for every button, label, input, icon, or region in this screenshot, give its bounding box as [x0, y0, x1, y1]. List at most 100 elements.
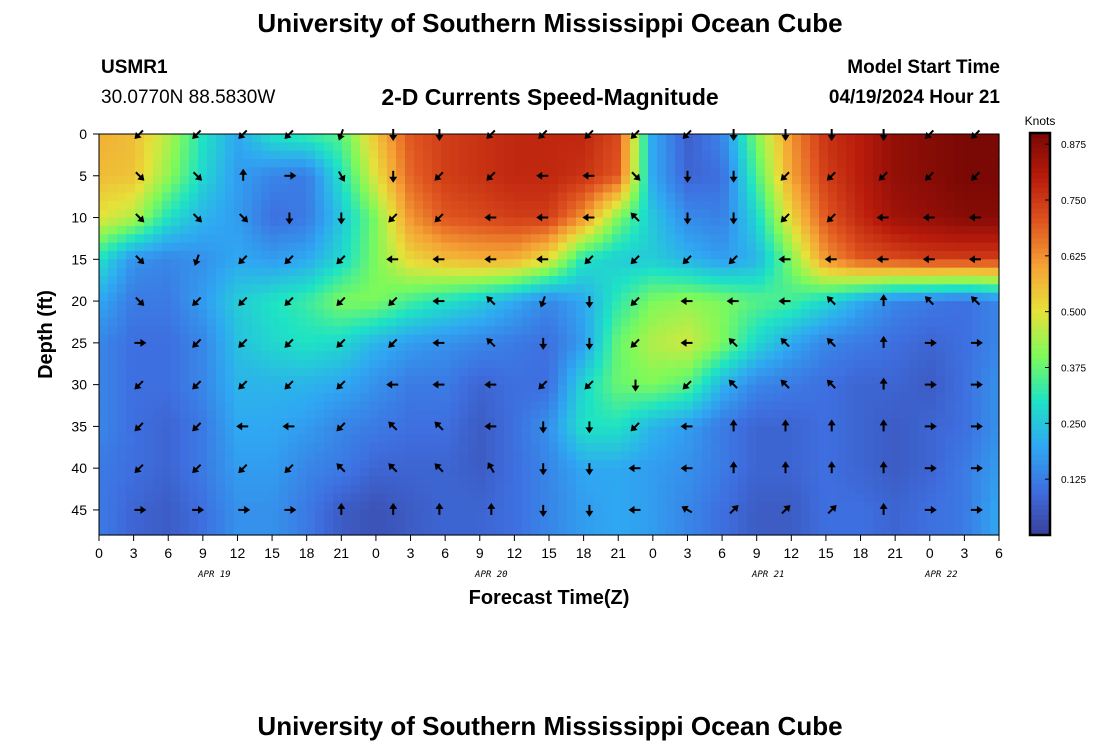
heatmap-cell	[171, 376, 181, 386]
heatmap-cell	[495, 509, 505, 519]
heatmap-cell	[171, 484, 181, 494]
heatmap-cell	[378, 209, 388, 219]
heatmap-cell	[396, 134, 406, 143]
heatmap-cell	[306, 451, 316, 461]
heatmap-cell	[216, 384, 226, 394]
heatmap-cell	[270, 284, 280, 294]
heatmap-cell	[567, 468, 577, 478]
heatmap-cell	[720, 209, 730, 219]
heatmap-cell	[288, 468, 298, 478]
heatmap-cell	[522, 234, 532, 244]
heatmap-cell	[99, 200, 109, 210]
heatmap-cell	[351, 443, 361, 453]
heatmap-cell	[936, 150, 946, 160]
heatmap-cell	[603, 409, 613, 419]
heatmap-cell	[639, 301, 649, 311]
heatmap-cell	[432, 426, 442, 436]
heatmap-cell	[459, 459, 469, 469]
heatmap-cell	[756, 342, 766, 352]
heatmap-cell	[261, 476, 271, 486]
heatmap-cell	[396, 225, 406, 235]
heatmap-cell	[423, 309, 433, 319]
heatmap-cell	[396, 476, 406, 486]
heatmap-cell	[963, 192, 973, 202]
heatmap-cell	[117, 334, 127, 344]
heatmap-cell	[288, 209, 298, 219]
heatmap-cell	[891, 334, 901, 344]
heatmap-cell	[567, 392, 577, 402]
heatmap-cell	[450, 150, 460, 160]
heatmap-cell	[612, 409, 622, 419]
heatmap-cell	[837, 409, 847, 419]
heatmap-cell	[702, 384, 712, 394]
heatmap-cell	[261, 292, 271, 302]
heatmap-cell	[963, 250, 973, 260]
heatmap-cell	[108, 292, 118, 302]
heatmap-cell	[918, 493, 928, 503]
heatmap-cell	[189, 451, 199, 461]
heatmap-cell	[909, 376, 919, 386]
heatmap-cell	[531, 217, 541, 227]
heatmap-cell	[621, 259, 631, 269]
heatmap-cell	[585, 409, 595, 419]
heatmap-cell	[918, 276, 928, 285]
heatmap-cell	[315, 142, 325, 152]
heatmap-cell	[567, 250, 577, 260]
heatmap-cell	[126, 426, 136, 436]
heatmap-cell	[900, 484, 910, 494]
heatmap-cell	[783, 392, 793, 402]
heatmap-cell	[927, 175, 937, 185]
heatmap-cell	[360, 292, 370, 302]
heatmap-cell	[909, 142, 919, 152]
heatmap-cell	[288, 217, 298, 227]
heatmap-cell	[783, 518, 793, 528]
heatmap-cell	[567, 225, 577, 235]
heatmap-cell	[648, 276, 658, 285]
heatmap-cell	[864, 392, 874, 402]
heatmap-cell	[657, 292, 667, 302]
heatmap-cell	[783, 384, 793, 394]
heatmap-cell	[351, 334, 361, 344]
heatmap-cell	[666, 276, 676, 285]
heatmap-cell	[495, 184, 505, 194]
heatmap-cell	[450, 476, 460, 486]
heatmap-cell	[585, 326, 595, 336]
heatmap-cell	[387, 250, 397, 260]
heatmap-cell	[612, 476, 622, 486]
heatmap-cell	[981, 150, 991, 160]
heatmap-cell	[450, 134, 460, 143]
heatmap-cell	[702, 150, 712, 160]
heatmap-cell	[540, 217, 550, 227]
heatmap-cell	[927, 184, 937, 194]
heatmap-cell	[882, 301, 892, 311]
current-arrow	[539, 421, 548, 434]
heatmap-cell	[423, 418, 433, 427]
heatmap-cell	[738, 301, 748, 311]
heatmap-cell	[729, 159, 739, 169]
heatmap-cell	[882, 184, 892, 194]
heatmap-cell	[279, 484, 289, 494]
heatmap-cell	[333, 334, 343, 344]
heatmap-cell	[360, 509, 370, 519]
heatmap-cell	[414, 317, 424, 327]
heatmap-cell	[504, 142, 514, 152]
heatmap-cell	[846, 292, 856, 302]
heatmap-cell	[729, 142, 739, 152]
heatmap-cell	[531, 493, 541, 503]
heatmap-cell	[549, 418, 559, 427]
heatmap-cell	[720, 150, 730, 160]
heatmap-cell	[990, 250, 1000, 260]
heatmap-cell	[675, 309, 685, 319]
heatmap-cell	[630, 175, 640, 185]
heatmap-cell	[909, 468, 919, 478]
heatmap-cell	[837, 468, 847, 478]
heatmap-cell	[252, 267, 262, 277]
heatmap-cell	[558, 359, 568, 369]
heatmap-cell	[900, 359, 910, 369]
heatmap-cell	[576, 292, 586, 302]
heatmap-cell	[171, 309, 181, 319]
heatmap-cell	[936, 276, 946, 285]
heatmap-cell	[531, 392, 541, 402]
heatmap-cell	[963, 267, 973, 277]
heatmap-cell	[855, 225, 865, 235]
